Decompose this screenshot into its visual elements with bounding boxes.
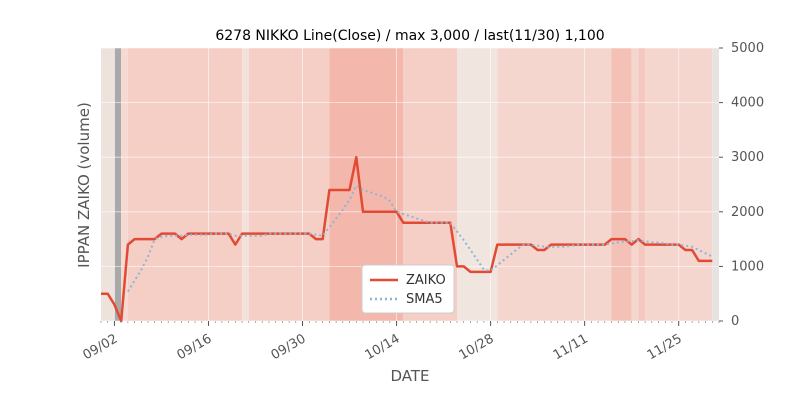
background-band-1 — [114, 48, 122, 321]
grid-lines — [101, 47, 719, 322]
background-band-5 — [248, 48, 330, 321]
x-tick-label-4: 10/28 — [457, 331, 497, 363]
background-band-9 — [497, 48, 612, 321]
x-tick-label-3: 10/14 — [363, 331, 403, 363]
x-tick-label-0: 09/02 — [80, 331, 120, 363]
background-band-14 — [712, 48, 719, 321]
x-tick-label-6: 11/25 — [645, 331, 685, 363]
legend-box — [361, 264, 455, 314]
y-tick-label-1: 1000 — [731, 259, 764, 274]
y-tick-label-4: 4000 — [731, 96, 764, 111]
background-band-8 — [457, 48, 498, 321]
legend-label-zaiko: ZAIKO — [406, 273, 446, 288]
background-band-10 — [611, 48, 632, 321]
background-band-4 — [242, 48, 249, 321]
series-line-sma5 — [127, 184, 713, 293]
x-tick-label-1: 09/16 — [175, 331, 215, 363]
x-axis-label: DATE — [390, 367, 429, 385]
y-tick-label-2: 2000 — [731, 205, 764, 220]
x-tick-label-2: 09/30 — [269, 331, 309, 363]
x-tick-label-5: 11/11 — [551, 331, 591, 363]
x-tick-labels: 09/02 09/16 09/30 10/14 10/28 11/11 11/25 — [80, 321, 720, 363]
legend: ZAIKO SMA5 — [361, 264, 455, 314]
y-tick-label-5: 5000 — [731, 41, 764, 56]
series-line-zaiko — [101, 155, 713, 323]
y-tick-labels: 0 1000 2000 3000 4000 5000 — [719, 41, 764, 329]
y-tick-label-3: 3000 — [731, 150, 764, 165]
background-band-3 — [127, 48, 243, 321]
background-band-12 — [638, 48, 646, 321]
y-tick-label-0: 0 — [731, 314, 739, 329]
legend-label-sma5: SMA5 — [406, 292, 443, 307]
chart-title: 6278 NIKKO Line(Close) / max 3,000 / las… — [215, 28, 604, 44]
background-band-2 — [121, 48, 128, 321]
background-band-11 — [631, 48, 639, 321]
y-axis-label: IPPAN ZAIKO (volume) — [75, 102, 93, 268]
series-lines — [101, 155, 713, 323]
